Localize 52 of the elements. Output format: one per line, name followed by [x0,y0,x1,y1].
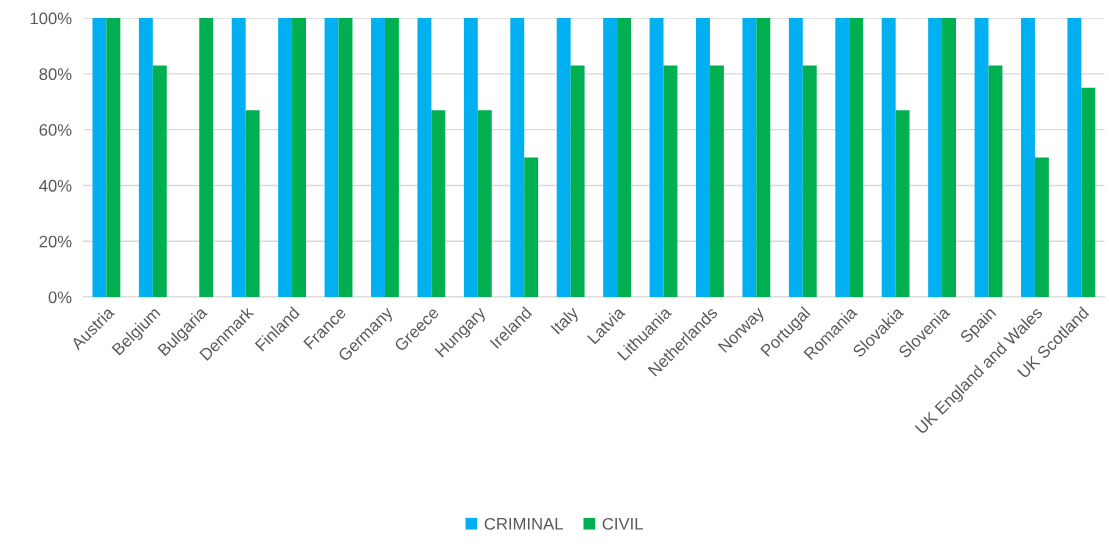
bar [663,65,678,298]
x-tick-label: Italy [550,305,582,337]
bar [709,65,724,298]
y-tick-label: 100% [30,12,72,25]
y-tick-label: 60% [39,124,72,136]
bar [788,18,803,298]
bar [338,18,353,298]
bar [231,18,246,298]
bar [106,18,121,298]
bar [278,18,293,298]
legend-label: CIVIL [602,517,643,530]
bar [696,18,710,298]
bar [292,18,307,298]
bar [92,18,107,298]
bar [245,110,260,298]
bar [510,18,525,298]
bar [417,18,432,298]
bar [742,18,757,298]
bar [477,110,492,298]
bar [649,18,664,298]
bar [617,18,632,298]
bar [431,110,446,298]
bar [138,18,153,298]
bar [756,18,771,298]
bar [942,18,956,298]
bar [463,18,478,298]
bar [1021,18,1035,298]
bar [199,18,214,298]
y-tick-label: 0% [48,291,72,304]
bar [881,18,896,298]
y-tick-label: 40% [39,179,72,192]
bar [384,18,399,298]
bar [849,18,864,298]
bar [524,157,539,298]
bar [988,65,1003,298]
y-tick-label: 80% [39,68,72,81]
bar [1067,18,1082,298]
bar [570,65,585,298]
bar [371,18,385,298]
bar [603,18,618,298]
y-tick-label: 20% [39,235,72,248]
bar [974,18,989,298]
bar [556,18,571,298]
bar [1081,87,1096,298]
bar [928,18,943,298]
bar [152,65,167,298]
bar [1034,157,1049,298]
legend-label: CRIMINAL [484,517,563,530]
bar [835,18,850,298]
bar [895,110,910,298]
bar [802,65,817,298]
bar [324,18,339,298]
